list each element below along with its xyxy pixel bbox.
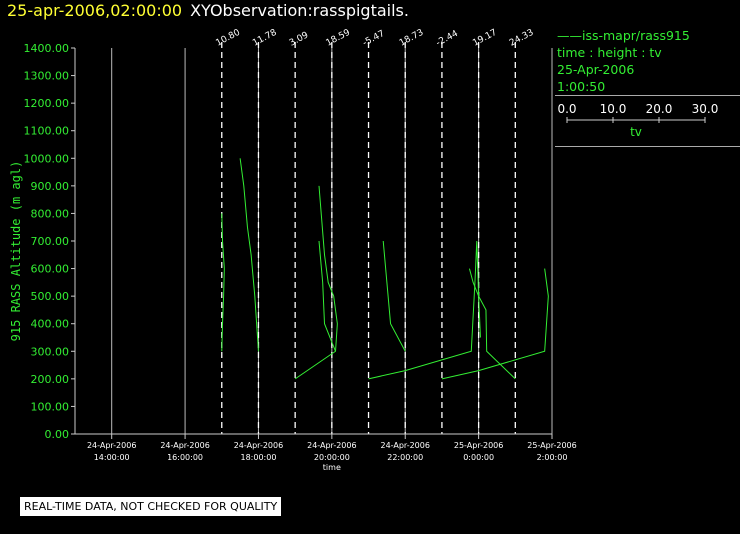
reference-label: -2.44 xyxy=(435,29,460,49)
reference-label: 10.80 xyxy=(214,28,242,49)
y-tick-label: 900.00 xyxy=(31,180,70,193)
legend-date: 25-Apr-2006 xyxy=(557,62,635,77)
series-line xyxy=(294,185,338,380)
chart-marks xyxy=(221,158,549,380)
title-observation: XYObservation:rasspigtails. xyxy=(190,1,409,20)
scale-tick-label: 10.0 xyxy=(600,102,627,116)
y-tick-label: 1300.00 xyxy=(24,70,70,83)
y-tick-label: 1000.00 xyxy=(24,152,70,165)
legend-divider-bottom xyxy=(555,146,740,147)
series-line xyxy=(441,268,549,380)
y-tick-label: 1100.00 xyxy=(24,125,70,138)
x-tick-time: 2:00:00 xyxy=(537,453,568,462)
x-tick-time: 18:00:00 xyxy=(240,453,276,462)
legend-scale-svg: 0.0 10.0 20.0 30.0 tv xyxy=(557,102,719,139)
y-tick-label: 400.00 xyxy=(31,318,70,331)
reference-label: 24.33 xyxy=(508,28,535,49)
chart-axes xyxy=(71,47,553,439)
x-tick-date: 24-Apr-2006 xyxy=(87,441,136,450)
y-tick-label: 600.00 xyxy=(31,263,70,276)
title-timestamp: 25-apr-2006,02:00:00 xyxy=(7,1,183,20)
x-tick-time: 0:00:00 xyxy=(463,453,494,462)
x-tick-time: 20:00:00 xyxy=(314,453,350,462)
quality-notice: REAL-TIME DATA, NOT CHECKED FOR QUALITY xyxy=(20,497,282,516)
legend-panel: ——iss-mapr/rass915 time : height : tv 25… xyxy=(555,27,740,147)
x-axis-title: time xyxy=(323,463,341,472)
y-tick-label: 1400.00 xyxy=(24,42,70,55)
series-line xyxy=(239,158,259,352)
reference-label: 18.59 xyxy=(325,28,353,49)
legend-series-entry: ——iss-mapr/rass915 xyxy=(557,28,690,43)
series-line xyxy=(382,240,406,352)
chart-title-bar: 25-apr-2006,02:00:00 XYObservation:rasspi… xyxy=(7,1,409,20)
y-axis-title: 915 RASS Altitude (m agl) xyxy=(9,161,23,342)
scale-tick-label: 0.0 xyxy=(557,102,576,116)
scale-label: tv xyxy=(630,125,642,139)
y-tick-label: 100.00 xyxy=(31,400,70,413)
scale-tick-label: 30.0 xyxy=(692,102,719,116)
reference-label: -5.47 xyxy=(361,29,386,49)
series-line xyxy=(468,268,516,380)
series-line xyxy=(221,213,225,352)
y-tick-label: 700.00 xyxy=(31,235,70,248)
x-tick-date: 24-Apr-2006 xyxy=(160,441,209,450)
legend-tv-scale: 0.0 10.0 20.0 30.0 tv xyxy=(555,96,740,146)
x-tick-time: 16:00:00 xyxy=(167,453,203,462)
y-tick-label: 800.00 xyxy=(31,207,70,220)
x-tick-date: 25-Apr-2006 xyxy=(527,441,576,450)
reference-label: 11.78 xyxy=(251,28,279,49)
reference-label: 18.73 xyxy=(398,28,425,49)
x-tick-time: 22:00:00 xyxy=(387,453,423,462)
series-line xyxy=(318,240,336,352)
reference-label: 3.09 xyxy=(288,30,311,48)
x-tick-date: 24-Apr-2006 xyxy=(307,441,356,450)
y-tick-label: 200.00 xyxy=(31,373,70,386)
scale-tick-label: 20.0 xyxy=(646,102,673,116)
x-tick-time: 14:00:00 xyxy=(94,453,130,462)
legend-divider-top xyxy=(555,95,740,96)
x-tick-date: 24-Apr-2006 xyxy=(380,441,429,450)
legend-time: 1:00:50 xyxy=(557,79,606,94)
chart-grid xyxy=(111,42,553,434)
x-tick-date: 25-Apr-2006 xyxy=(454,441,503,450)
legend-axes-desc: time : height : tv xyxy=(557,45,662,60)
y-tick-label: 500.00 xyxy=(31,290,70,303)
reference-label: 19.17 xyxy=(471,28,498,49)
y-tick-label: 300.00 xyxy=(31,345,70,358)
chart-labels: 0.00 100.00 200.00 300.00 400.00 500.00 600.00… xyxy=(9,28,577,472)
y-tick-label: 1200.00 xyxy=(24,97,70,110)
x-tick-date: 24-Apr-2006 xyxy=(234,441,283,450)
y-tick-label: 0.00 xyxy=(45,428,70,441)
